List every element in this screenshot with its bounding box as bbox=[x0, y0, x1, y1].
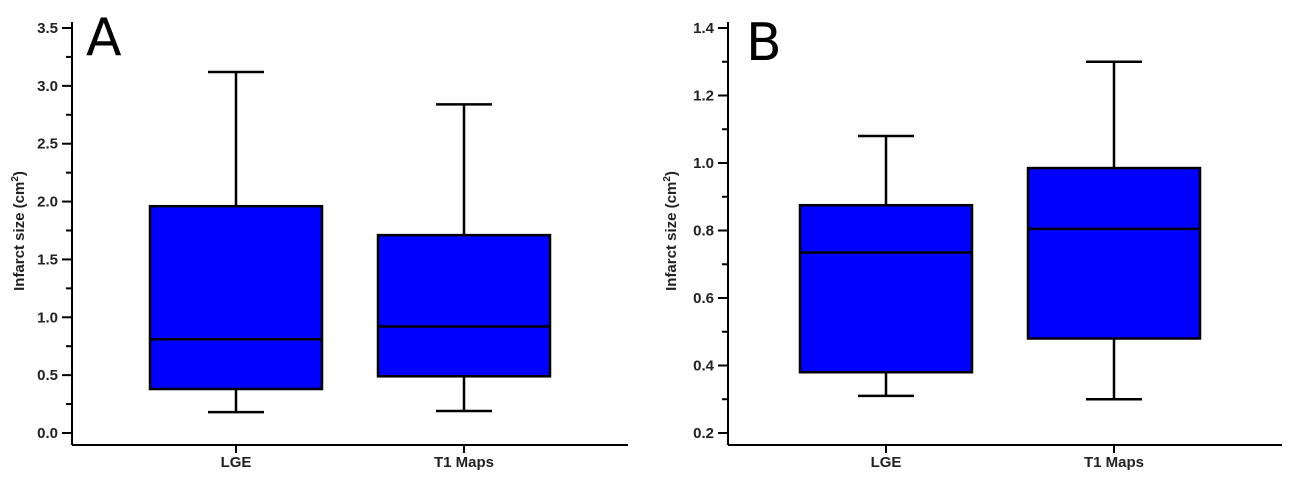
y-tick-label: 1.5 bbox=[37, 251, 58, 268]
x-tick-label: LGE bbox=[871, 454, 902, 471]
y-axis-label: Infarct size (cm2) bbox=[10, 171, 28, 291]
x-tick-label: T1 Maps bbox=[1084, 454, 1144, 471]
y-tick-label: 0.5 bbox=[37, 367, 58, 384]
y-tick-label: 1.0 bbox=[693, 155, 714, 172]
y-tick-label: 2.5 bbox=[37, 136, 58, 153]
box-lge: LGE bbox=[798, 134, 974, 471]
panel-letter: A bbox=[86, 8, 122, 68]
x-tick-label: T1 Maps bbox=[434, 454, 494, 471]
y-tick-label: 1.2 bbox=[693, 88, 714, 105]
box-lge: LGE bbox=[148, 70, 324, 471]
y-tick-label: 0.6 bbox=[693, 290, 714, 307]
y-tick-label: 1.0 bbox=[37, 309, 58, 326]
y-tick-label: 3.0 bbox=[37, 78, 58, 95]
iqr-box bbox=[798, 203, 974, 374]
iqr-box bbox=[376, 233, 552, 378]
panel-letter: B bbox=[746, 13, 782, 73]
y-tick-label: 0.4 bbox=[693, 358, 715, 375]
y-tick-label: 2.0 bbox=[37, 194, 58, 211]
box-t1-maps: T1 Maps bbox=[1026, 60, 1202, 471]
box-t1-maps: T1 Maps bbox=[376, 103, 552, 471]
y-tick-label: 3.5 bbox=[37, 20, 58, 37]
panel-b: 0.2 0.4 0.6 0.8 1.0 1.2 1.4 Infarct size (cm2) B… bbox=[662, 13, 1282, 471]
y-tick-label: 1.4 bbox=[693, 20, 715, 37]
y-tick-label: 0.0 bbox=[37, 425, 58, 442]
panel-a: 0.0 0.5 1.0 1.5 2.0 2.5 3.0 3.5 Infarct size (cm… bbox=[10, 8, 628, 471]
iqr-box bbox=[148, 204, 324, 391]
y-axis-label: Infarct size (cm2) bbox=[662, 171, 680, 291]
y-tick-label: 0.2 bbox=[693, 425, 714, 442]
x-tick-label: LGE bbox=[221, 454, 252, 471]
y-tick-label: 0.8 bbox=[693, 223, 714, 240]
iqr-box bbox=[1026, 166, 1202, 340]
